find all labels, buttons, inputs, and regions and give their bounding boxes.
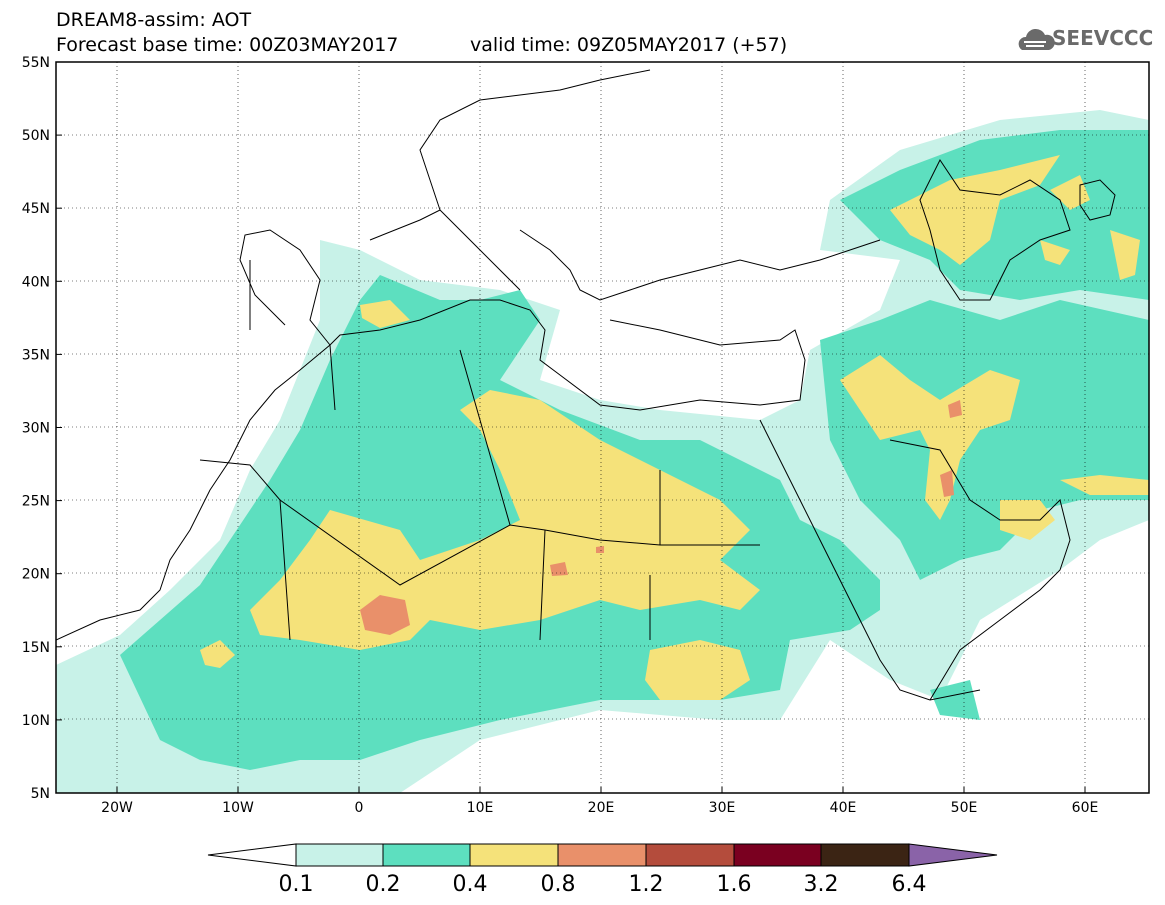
latitude-label: 30N [22,421,50,437]
colorbar-label: 1.2 [628,872,664,897]
aot-contour-0.4 [200,155,1149,700]
longitude-label: 30E [709,800,736,816]
colorbar-label: 0.2 [365,872,401,897]
longitude-label: 10E [467,800,494,816]
colorbar-label: 0.1 [278,872,314,897]
colorbar-bin-4 [557,843,647,867]
latitude-label: 10N [22,713,50,729]
valid-time: valid time: 09Z05MAY2017 (+57) [470,34,788,56]
colorbar-label: 0.8 [540,872,576,897]
latitude-label: 25N [22,494,50,510]
map-title: DREAM8-assim: AOT [56,9,252,31]
longitude-label: 20E [588,800,615,816]
colorbar-bin-7 [820,843,910,867]
colorbar-label: 6.4 [891,872,927,897]
longitude-label: 10W [222,800,254,816]
coastlines [56,69,1116,701]
latitude-labels: 55N 50N 45N 40N 35N 30N 25N 20N 15N 10N 5N [22,55,62,802]
longitude-label: 40E [830,800,857,816]
colorbar-label: 1.6 [716,872,752,897]
longitude-label: 0 [355,800,364,816]
longitude-label: 50E [951,800,978,816]
latitude-label: 20N [22,567,50,583]
latitude-label: 40N [22,274,50,290]
colorbar [207,843,998,867]
latitude-label: 50N [22,128,50,144]
latitude-label: 45N [22,201,50,217]
logo-text: SEEVCCC [1052,26,1154,50]
colorbar-bin-3 [469,843,559,867]
colorbar-bin-1 [295,843,384,867]
longitude-labels: 20W 10W 0 10E 20E 30E 40E 50E 60E [101,787,1098,816]
longitude-label: 20W [101,800,133,816]
forecast-base-time: Forecast base time: 00Z03MAY2017 [56,34,399,56]
colorbar-label: 3.2 [803,872,839,897]
latitude-label: 5N [31,786,50,802]
colorbar-bin-5 [645,843,735,867]
colorbar-bin-6 [733,843,822,867]
colorbar-high-triangle [908,843,998,867]
colorbar-label: 0.4 [452,872,488,897]
colorbar-bin-2 [382,843,471,867]
longitude-label: 60E [1072,800,1099,816]
latitude-label: 55N [22,55,50,71]
colorbar-low-triangle [207,843,297,867]
latitude-label: 15N [22,640,50,656]
cloud-logo-icon [1018,28,1055,50]
latitude-label: 35N [22,347,50,363]
